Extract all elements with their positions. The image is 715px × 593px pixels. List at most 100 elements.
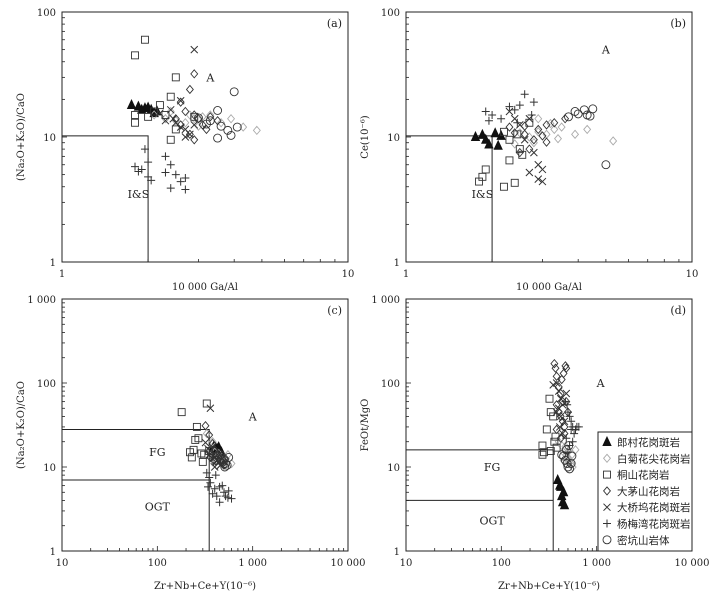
y-tick-label: 1 bbox=[394, 547, 400, 558]
data-point bbox=[166, 135, 175, 144]
data-point bbox=[221, 459, 231, 468]
data-point bbox=[534, 124, 543, 135]
data-point bbox=[206, 404, 215, 413]
data-point bbox=[505, 122, 514, 132]
data-point bbox=[140, 145, 149, 154]
data-point bbox=[216, 121, 226, 131]
data-point bbox=[562, 434, 571, 443]
data-point bbox=[538, 441, 547, 450]
data-point bbox=[140, 35, 149, 44]
x-tick-label: 10 bbox=[400, 558, 413, 569]
panel-b: 1 10 1 10 100 10 000 Ga/Al Ce(10⁻⁶) (b) A I&S bbox=[360, 8, 698, 293]
legend-box bbox=[597, 431, 693, 552]
data-point bbox=[561, 361, 570, 371]
data-point bbox=[176, 123, 185, 131]
data-point bbox=[131, 51, 139, 60]
plot-frame bbox=[405, 298, 693, 552]
legend-marker bbox=[603, 503, 611, 512]
data-point bbox=[550, 358, 559, 369]
data-point bbox=[550, 118, 559, 128]
data-point bbox=[552, 371, 561, 382]
data-point bbox=[202, 124, 211, 135]
panel-label: (a) bbox=[327, 17, 342, 30]
data-point bbox=[515, 145, 524, 154]
series-filled-triangle bbox=[552, 473, 570, 510]
data-point bbox=[205, 430, 214, 440]
data-point bbox=[538, 177, 547, 186]
data-point bbox=[217, 451, 226, 461]
data-point bbox=[563, 408, 572, 417]
data-point bbox=[515, 147, 524, 158]
data-point bbox=[552, 400, 561, 410]
data-point bbox=[601, 160, 611, 170]
field-label: FG bbox=[149, 446, 165, 459]
data-point bbox=[567, 417, 576, 426]
data-point bbox=[137, 165, 146, 174]
data-point bbox=[185, 84, 194, 95]
data-point bbox=[510, 139, 519, 149]
data-point bbox=[554, 387, 563, 395]
data-point bbox=[227, 114, 236, 124]
data-point bbox=[185, 110, 194, 120]
plot-frame bbox=[61, 11, 349, 263]
data-point bbox=[211, 471, 220, 480]
data-point bbox=[166, 92, 175, 101]
data-point bbox=[215, 498, 224, 507]
x-axis-label: Zr+Nb+Ce+Y(10⁻⁶) bbox=[498, 581, 600, 592]
data-point bbox=[505, 135, 514, 144]
data-point bbox=[126, 99, 137, 110]
data-point bbox=[205, 450, 214, 459]
x-tick-label: 100 bbox=[148, 558, 167, 569]
data-point bbox=[202, 428, 211, 439]
data-point bbox=[218, 457, 228, 467]
data-point bbox=[556, 411, 565, 422]
data-point bbox=[552, 379, 561, 387]
x-axis-label: 10 000 Ga/Al bbox=[172, 282, 238, 293]
data-point bbox=[565, 464, 575, 474]
data-point bbox=[226, 130, 236, 140]
y-tick-label: 100 bbox=[381, 8, 400, 19]
data-point bbox=[220, 462, 230, 472]
data-point bbox=[571, 129, 580, 140]
series-gray-diamond bbox=[510, 114, 618, 149]
data-point bbox=[567, 425, 576, 434]
data-point bbox=[201, 438, 210, 447]
data-point bbox=[484, 116, 493, 125]
data-point bbox=[564, 441, 574, 451]
x-tick-label: 1 bbox=[403, 269, 409, 280]
data-point bbox=[131, 118, 139, 127]
y-tick-label: 100 bbox=[37, 379, 56, 390]
data-point bbox=[194, 434, 203, 443]
data-point bbox=[212, 455, 222, 465]
y-tick-label: 1 000 bbox=[371, 295, 400, 306]
data-point bbox=[520, 129, 529, 140]
series-open-diamond bbox=[505, 114, 570, 158]
x-tick-label: 10 bbox=[56, 558, 69, 569]
data-point bbox=[156, 109, 164, 118]
legend-marker bbox=[603, 470, 611, 479]
data-point bbox=[190, 135, 199, 145]
data-point bbox=[169, 114, 178, 123]
data-point bbox=[477, 128, 488, 139]
data-point bbox=[515, 101, 524, 110]
plot-frame bbox=[405, 11, 693, 263]
y-tick-label: 100 bbox=[37, 8, 56, 19]
axis-ticks bbox=[405, 11, 693, 263]
data-point bbox=[585, 111, 595, 121]
y-tick-label: 1 bbox=[50, 547, 56, 558]
data-point bbox=[229, 87, 239, 97]
legend-item-label: 大茅山花岗岩 bbox=[617, 485, 680, 498]
data-point bbox=[181, 173, 190, 182]
data-point bbox=[171, 170, 180, 179]
data-point bbox=[187, 453, 196, 462]
data-point bbox=[561, 397, 570, 406]
data-point bbox=[166, 105, 175, 114]
data-point bbox=[564, 112, 573, 122]
data-point bbox=[176, 120, 185, 130]
data-point bbox=[558, 429, 567, 438]
data-point bbox=[208, 489, 217, 498]
legend-item-label: 桐山花岗岩 bbox=[617, 469, 670, 482]
data-point bbox=[155, 101, 164, 110]
y-tick-label: 100 bbox=[381, 379, 400, 390]
data-point bbox=[131, 162, 140, 171]
